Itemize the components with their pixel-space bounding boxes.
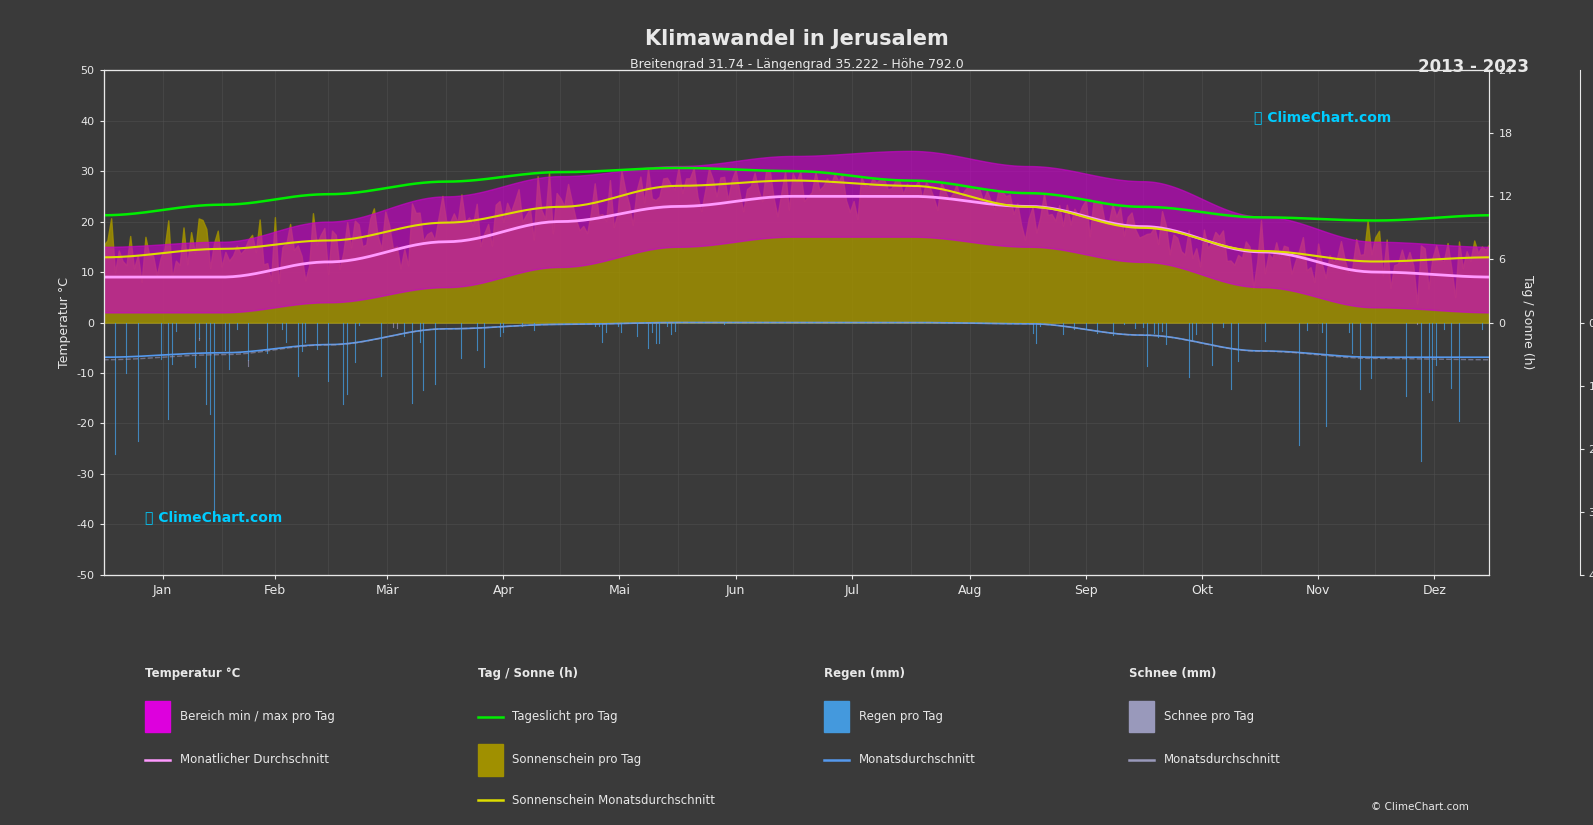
Text: 🌍 ClimeChart.com: 🌍 ClimeChart.com [145, 511, 282, 525]
Text: Monatsdurchschnitt: Monatsdurchschnitt [1164, 753, 1281, 766]
Text: 🌍 ClimeChart.com: 🌍 ClimeChart.com [1254, 111, 1391, 125]
Text: Schnee (mm): Schnee (mm) [1129, 667, 1217, 680]
Text: Sonnenschein Monatsdurchschnitt: Sonnenschein Monatsdurchschnitt [513, 794, 715, 807]
Text: Temperatur °C: Temperatur °C [145, 667, 241, 680]
Text: 2013 - 2023: 2013 - 2023 [1418, 58, 1529, 76]
Text: Regen pro Tag: Regen pro Tag [859, 710, 943, 723]
Y-axis label: Temperatur °C: Temperatur °C [57, 277, 70, 368]
Text: Tag / Sonne (h): Tag / Sonne (h) [478, 667, 578, 680]
Text: Regen (mm): Regen (mm) [824, 667, 905, 680]
Y-axis label: Tag / Sonne (h): Tag / Sonne (h) [1521, 276, 1534, 370]
Text: Tageslicht pro Tag: Tageslicht pro Tag [513, 710, 618, 723]
Text: © ClimeChart.com: © ClimeChart.com [1372, 802, 1469, 812]
Text: Breitengrad 31.74 - Längengrad 35.222 - Höhe 792.0: Breitengrad 31.74 - Längengrad 35.222 - … [629, 58, 964, 71]
Text: Sonnenschein pro Tag: Sonnenschein pro Tag [513, 753, 642, 766]
Text: Bereich min / max pro Tag: Bereich min / max pro Tag [180, 710, 335, 723]
Bar [824, 700, 849, 733]
Bar [478, 744, 503, 775]
Bar [1129, 700, 1153, 733]
Text: Schnee pro Tag: Schnee pro Tag [1164, 710, 1254, 723]
Text: Monatsdurchschnitt: Monatsdurchschnitt [859, 753, 977, 766]
Bar [145, 700, 170, 733]
Text: Monatlicher Durchschnitt: Monatlicher Durchschnitt [180, 753, 328, 766]
Text: Klimawandel in Jerusalem: Klimawandel in Jerusalem [645, 29, 948, 49]
